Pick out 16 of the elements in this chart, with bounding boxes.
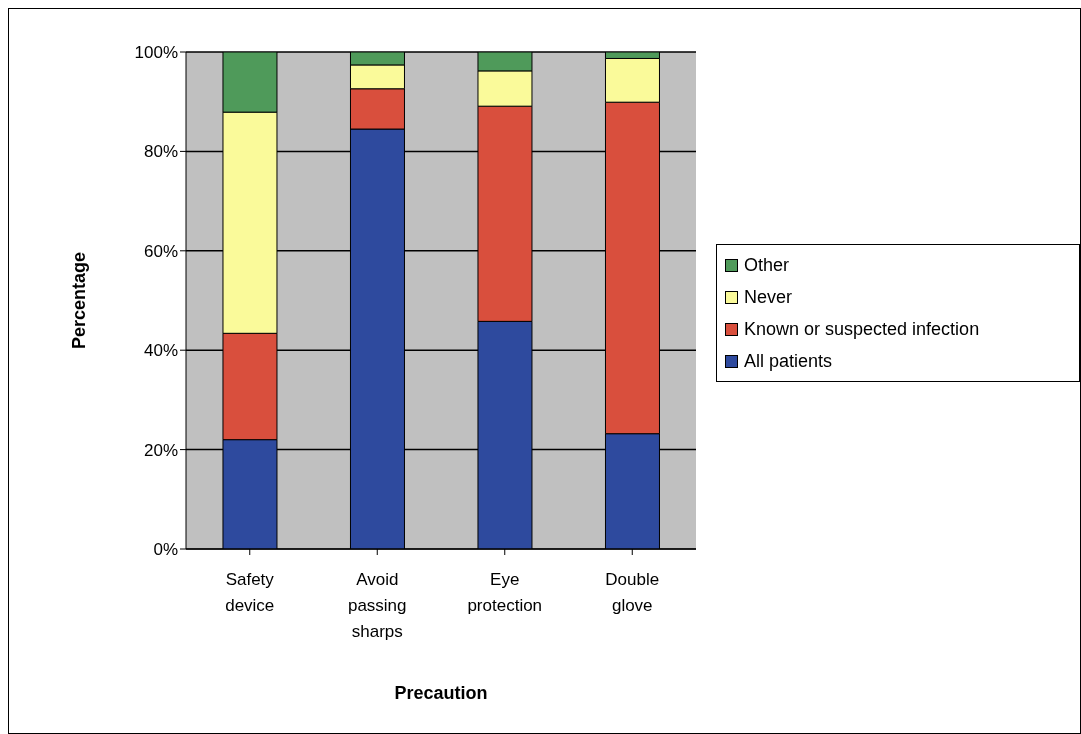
y-axis-title: Percentage bbox=[69, 251, 90, 350]
x-tick-label: Avoid passing sharps bbox=[347, 570, 407, 641]
legend-label: All patients bbox=[744, 350, 833, 372]
y-tick-label: 80% bbox=[143, 142, 178, 162]
legend-label: Other bbox=[744, 254, 790, 276]
y-tick-label: 20% bbox=[143, 440, 178, 460]
y-tick-label: 40% bbox=[143, 341, 178, 361]
x-axis-title: Precaution bbox=[394, 683, 488, 703]
x-tick-label: Eye protection bbox=[467, 570, 543, 615]
y-tick-label: 100% bbox=[134, 43, 178, 63]
y-tick-label: 0% bbox=[153, 540, 178, 560]
x-tick-label: Double glove bbox=[605, 570, 660, 615]
y-tick-label: 60% bbox=[143, 241, 178, 261]
legend-label: Known or suspected infection bbox=[744, 318, 980, 340]
legend-label: Never bbox=[744, 286, 793, 308]
x-tick-label: Safety device bbox=[225, 570, 275, 615]
